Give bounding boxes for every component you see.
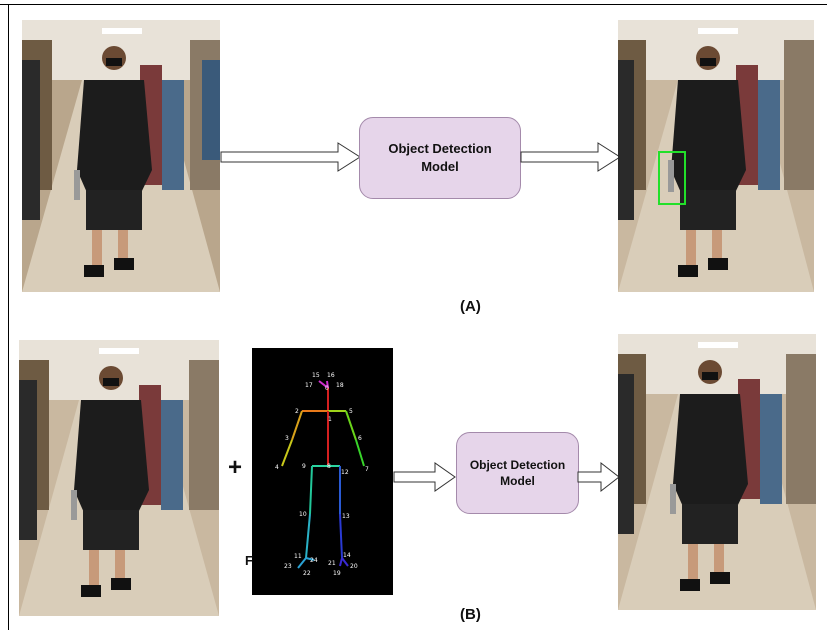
model-label-line1: Object Detection — [469, 457, 566, 472]
arrow-a-input-to-model — [220, 142, 361, 172]
kp-0: 0 — [325, 385, 329, 392]
input-photo-a — [22, 20, 220, 292]
input-photo-b — [19, 340, 219, 616]
kp-19: 19 — [333, 570, 341, 577]
plus-sign: + — [228, 454, 243, 481]
output-photo-b — [618, 334, 816, 610]
kp-22: 22 — [303, 570, 311, 577]
detection-bounding-box — [658, 151, 686, 205]
panel-a-label: (A) — [460, 298, 481, 315]
arrow-b-pose-to-model — [393, 462, 456, 492]
kp-13: 13 — [342, 513, 350, 520]
output-photo-a — [618, 20, 814, 292]
kp-10: 10 — [299, 511, 307, 518]
kp-20: 20 — [350, 563, 358, 570]
arrow-b-model-to-output — [577, 461, 620, 493]
model-label-line2: Model — [500, 474, 535, 488]
frame-left-border — [8, 4, 9, 630]
kp-21: 21 — [328, 560, 336, 567]
kp-8: 8 — [327, 463, 331, 470]
kp-12: 12 — [341, 469, 349, 476]
kp-16: 16 — [327, 372, 335, 379]
pose-keypoints-panel: 15 16 17 0 18 2 1 5 3 6 4 7 9 8 12 10 13… — [252, 348, 393, 595]
panel-b-label: (B) — [460, 606, 481, 623]
model-label-line2: Model — [421, 159, 459, 174]
kp-23: 23 — [284, 563, 292, 570]
kp-5: 5 — [349, 408, 353, 415]
frame-top-border — [0, 4, 827, 5]
kp-17: 17 — [305, 382, 313, 389]
kp-3: 3 — [285, 435, 289, 442]
kp-24: 24 — [310, 557, 318, 564]
model-label-line1: Object Detection — [388, 141, 492, 157]
kp-15: 15 — [312, 372, 320, 379]
kp-14: 14 — [343, 552, 351, 559]
arrow-a-model-to-output — [520, 142, 621, 172]
kp-2: 2 — [295, 408, 299, 415]
object-detection-model-b: Object Detection Model — [456, 432, 579, 514]
object-detection-model-a: Object Detection Model — [359, 117, 521, 199]
pose-skeleton-svg: 15 16 17 0 18 2 1 5 3 6 4 7 9 8 12 10 13… — [275, 372, 369, 577]
kp-7: 7 — [365, 466, 369, 473]
kp-18: 18 — [336, 382, 344, 389]
kp-6: 6 — [358, 435, 362, 442]
kp-11: 11 — [294, 553, 302, 560]
stray-text: F — [245, 553, 253, 568]
kp-1: 1 — [328, 416, 332, 423]
kp-9: 9 — [302, 463, 306, 470]
kp-4: 4 — [275, 464, 279, 471]
